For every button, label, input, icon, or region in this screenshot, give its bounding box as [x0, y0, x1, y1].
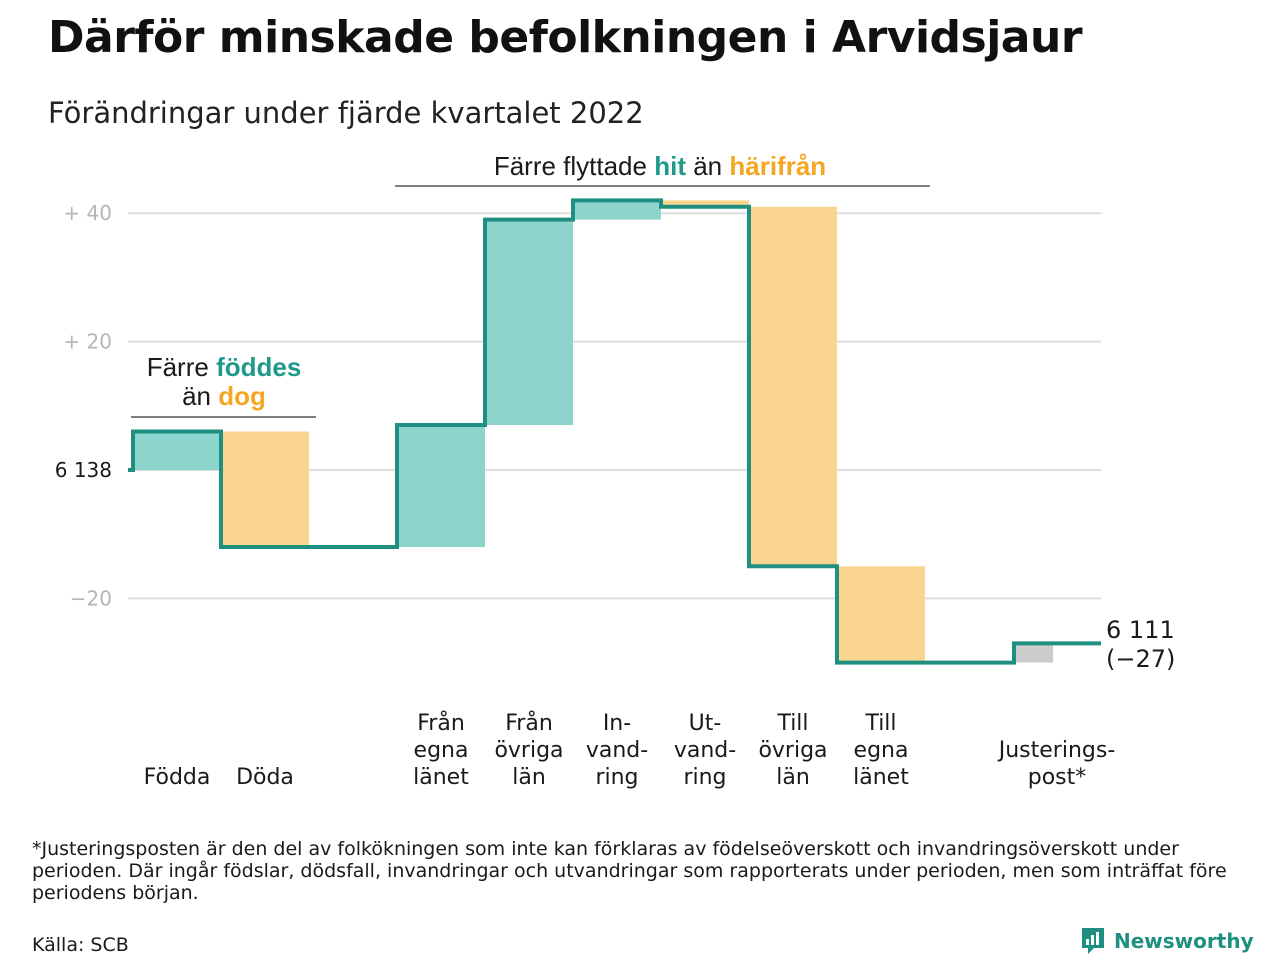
chart-subtitle: Förändringar under fjärde kvartalet 2022	[48, 96, 644, 130]
waterfall-chart: + 40+ 206 138−20 Födda DödaFrånegnalänetF…	[55, 151, 1176, 790]
footnote: *Justeringsposten är den del av folkökni…	[32, 838, 1227, 904]
category-label: Justerings-	[997, 738, 1116, 763]
end-change-label: (−27)	[1106, 645, 1175, 673]
y-tick-label: + 20	[63, 330, 112, 354]
running-total-line	[128, 198, 1101, 665]
y-tick-label: 6 138	[55, 458, 112, 482]
running-total-path	[128, 198, 1101, 665]
category-label: vand-	[674, 738, 736, 763]
category-label: Döda	[236, 765, 294, 790]
end-value-label: 6 111	[1106, 616, 1175, 644]
category-label: länet	[413, 765, 469, 790]
waterfall-bars	[134, 200, 1053, 663]
newsworthy-icon	[1082, 928, 1104, 954]
waterfall-bar	[1014, 643, 1053, 663]
brand-name: Newsworthy	[1114, 929, 1254, 953]
category-labels: Födda DödaFrånegnalänetFrånövrigalänIn-va…	[144, 710, 1116, 790]
source-label: Källa: SCB	[32, 934, 129, 956]
y-axis-ticks: + 40 + 20 6 138 −20	[55, 201, 112, 610]
migration-annotation: Färre flyttade hit än härifrån	[395, 151, 930, 187]
births-annotation-line1: Färre föddes	[147, 352, 302, 382]
category-label: Till	[864, 711, 896, 736]
waterfall-bar	[222, 431, 309, 548]
waterfall-bar	[838, 566, 925, 663]
births-annotation: Färre föddes än dog	[131, 352, 316, 418]
category-label: In-	[603, 711, 631, 736]
category-label: län	[512, 765, 546, 790]
category-label: Från	[505, 710, 553, 736]
y-tick-label: −20	[70, 586, 112, 610]
category-label: egna	[854, 738, 909, 763]
category-label: ring	[595, 765, 638, 790]
waterfall-bar	[574, 200, 661, 220]
y-tick-label: + 40	[63, 201, 112, 225]
category-label: egna	[414, 738, 469, 763]
category-label: Ut-	[689, 711, 722, 736]
waterfall-bar	[750, 206, 837, 567]
waterfall-bar	[486, 219, 573, 426]
newsworthy-logo: Newsworthy	[1080, 926, 1254, 956]
category-label: Från	[417, 710, 465, 736]
category-label: Födda	[144, 765, 211, 790]
category-label: övriga	[758, 738, 827, 763]
births-annotation-line2: än dog	[182, 381, 266, 411]
category-label: övriga	[494, 738, 563, 763]
waterfall-bar	[134, 431, 221, 470]
category-label: post*	[1028, 765, 1087, 790]
category-label: länet	[853, 765, 909, 790]
category-label: vand-	[586, 738, 648, 763]
migration-annotation-text: Färre flyttade hit än härifrån	[494, 151, 826, 181]
waterfall-bar	[398, 425, 485, 548]
category-label: ring	[683, 765, 726, 790]
waterfall-bar	[662, 200, 749, 207]
chart-title: Därför minskade befolkningen i Arvidsjau…	[48, 12, 1083, 63]
category-label: Till	[776, 711, 808, 736]
category-label: län	[776, 765, 810, 790]
